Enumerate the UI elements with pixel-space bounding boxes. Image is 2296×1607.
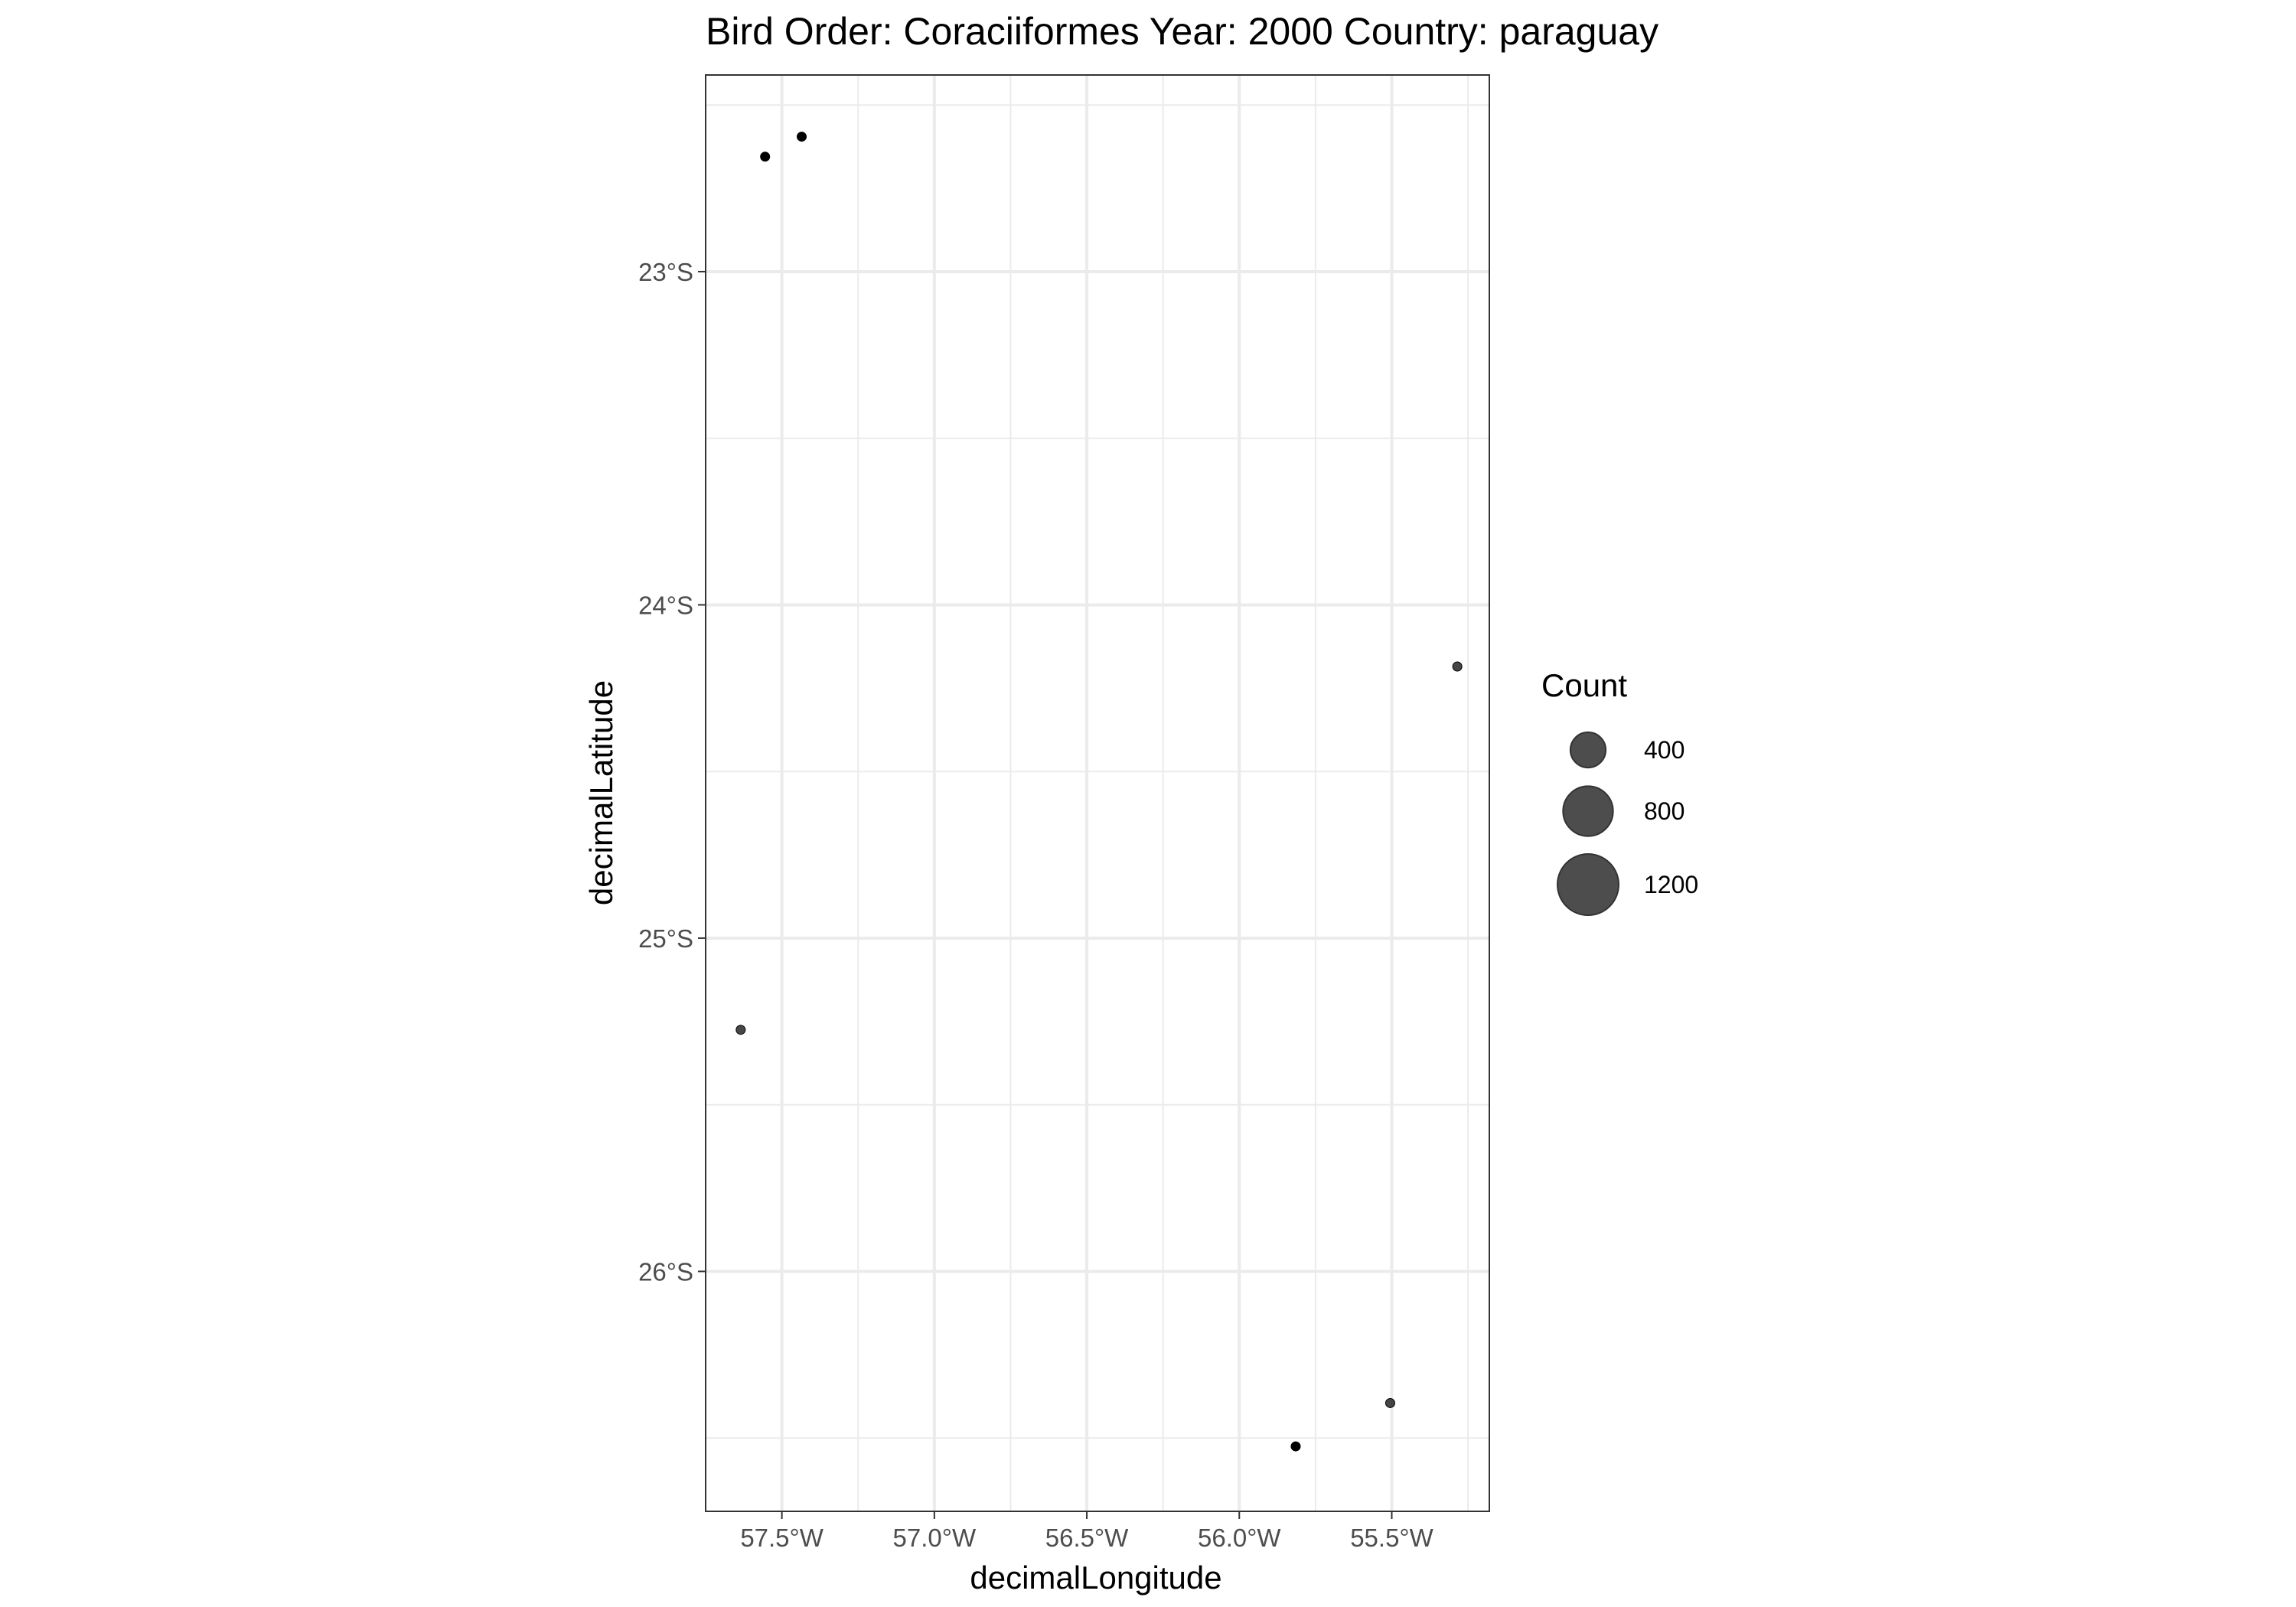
data-point-3	[1452, 661, 1463, 672]
y-axis-title: decimalLatitude	[583, 680, 619, 905]
x-tick-label-2: 57.0°W	[893, 1524, 977, 1552]
legend-title: Count	[1541, 667, 1627, 703]
y-tick-label-1: 23°S	[638, 258, 693, 286]
data-point-2	[797, 132, 807, 142]
y-tick-label-3: 25°S	[638, 924, 693, 953]
grid-layer	[705, 75, 1489, 1511]
legend-label-1200: 1200	[1644, 871, 1698, 898]
data-point-6	[1290, 1441, 1301, 1452]
legend-key-400	[1569, 731, 1607, 769]
data-point-5	[1385, 1397, 1396, 1408]
legend-entries: 400 800 1200	[1557, 731, 1698, 916]
legend-key-800	[1562, 785, 1614, 837]
legend-label-800: 800	[1644, 797, 1684, 825]
chart-title: Bird Order: Coraciiformes Year: 2000 Cou…	[706, 10, 1658, 53]
y-tick-label-4: 26°S	[638, 1257, 693, 1286]
x-tick-label-5: 55.5°W	[1350, 1524, 1433, 1552]
legend: Count 400 800 1200	[1541, 667, 1698, 916]
x-tick-label-3: 56.5°W	[1045, 1524, 1129, 1552]
data-point-4	[735, 1025, 746, 1035]
points-layer	[735, 132, 1463, 1452]
panel-border	[705, 74, 1490, 1512]
x-axis-title: decimalLongitude	[970, 1560, 1221, 1596]
y-tick-label-2: 24°S	[638, 591, 693, 619]
legend-label-400: 400	[1644, 736, 1684, 764]
x-tick-label-1: 57.5°W	[740, 1524, 823, 1552]
x-tick-label-4: 56.0°W	[1198, 1524, 1281, 1552]
ticks-layer: 57.5°W 57.0°W 56.5°W 56.0°W 55.5°W 23°S 24°S 25…	[638, 258, 1434, 1552]
legend-key-1200	[1557, 853, 1619, 916]
data-point-1	[760, 152, 771, 162]
